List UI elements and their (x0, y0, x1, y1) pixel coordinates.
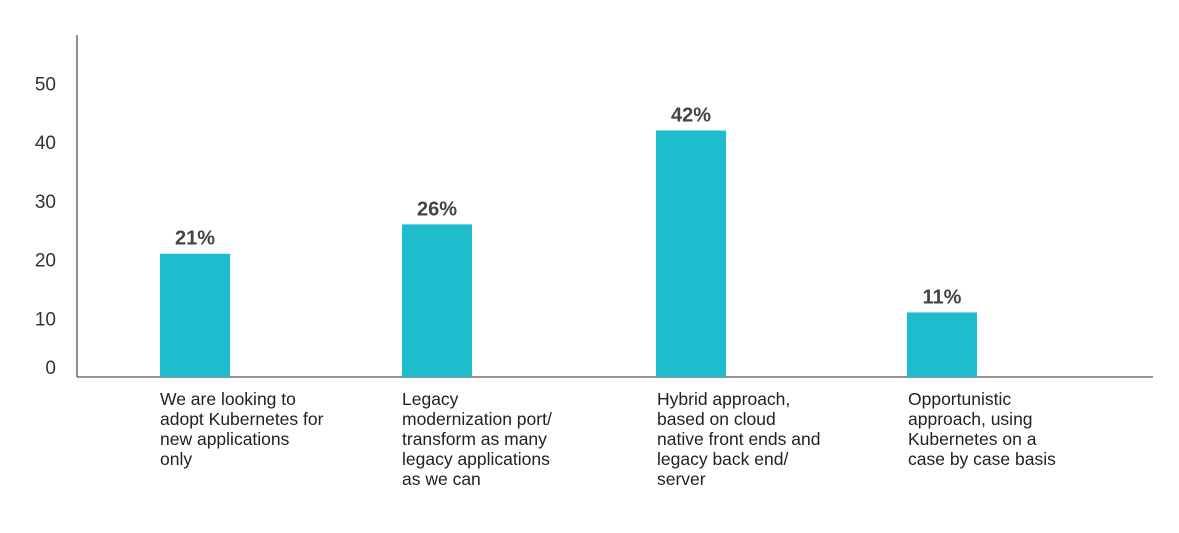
category-label: Hybrid approach, based on cloud native f… (657, 389, 821, 489)
y-tick-label: 10 (35, 309, 56, 330)
data-labels: 21% 26% 42% 11% (175, 104, 962, 308)
category-label: We are looking to adopt Kubernetes for n… (160, 389, 324, 469)
data-label: 26% (417, 198, 457, 220)
y-tick-label: 0 (45, 358, 56, 379)
axes (76, 35, 1153, 378)
bar (160, 253, 230, 377)
y-tick-label: 50 (35, 75, 56, 96)
bar (656, 130, 726, 377)
y-tick-label: 40 (35, 133, 56, 154)
category-label: Legacy modernization port/ transform as … (402, 389, 552, 489)
bars (160, 130, 977, 377)
bar (402, 224, 472, 377)
data-label: 42% (671, 104, 711, 126)
bar (907, 312, 977, 377)
data-label: 11% (923, 286, 962, 308)
y-tick-label: 20 (35, 251, 56, 272)
data-label: 21% (175, 228, 215, 250)
y-tick-label: 30 (35, 192, 56, 213)
y-axis-ticks: 0 10 20 30 40 50 (35, 75, 56, 380)
category-label: Opportunistic approach, using Kubernetes… (908, 389, 1056, 469)
